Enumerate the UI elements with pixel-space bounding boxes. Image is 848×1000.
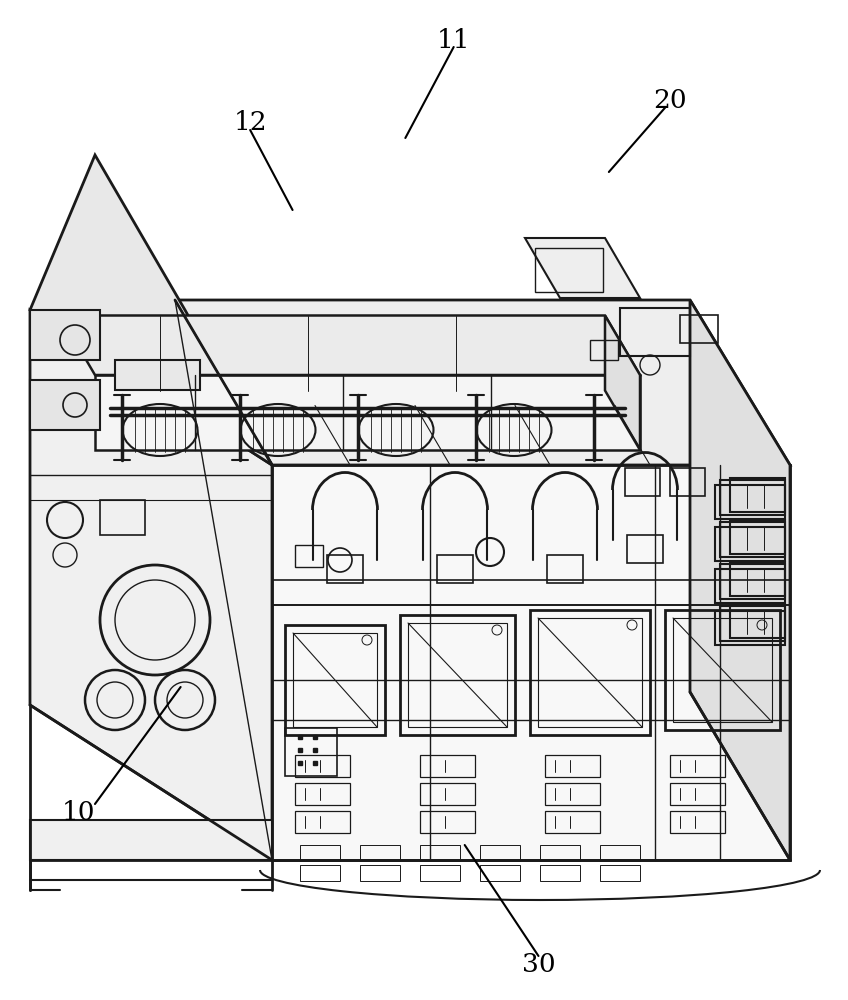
Text: 30: 30 xyxy=(522,952,555,978)
Bar xyxy=(300,865,340,881)
Bar xyxy=(420,755,475,777)
Polygon shape xyxy=(95,375,640,450)
Bar xyxy=(480,865,520,881)
Bar xyxy=(437,555,473,583)
Bar xyxy=(295,783,350,805)
Bar xyxy=(720,606,785,641)
Text: 12: 12 xyxy=(233,109,267,134)
Polygon shape xyxy=(175,300,790,465)
Bar xyxy=(590,340,618,360)
Bar xyxy=(720,564,785,599)
Bar xyxy=(730,478,785,512)
Bar xyxy=(100,500,145,535)
Polygon shape xyxy=(605,316,640,450)
Bar xyxy=(540,865,580,881)
Polygon shape xyxy=(272,465,790,860)
Bar xyxy=(545,755,600,777)
Polygon shape xyxy=(690,300,790,860)
Bar xyxy=(627,535,663,563)
Bar xyxy=(720,480,785,515)
Bar xyxy=(545,811,600,833)
Bar xyxy=(360,845,400,861)
Bar xyxy=(420,865,460,881)
Bar xyxy=(545,783,600,805)
Bar xyxy=(420,811,475,833)
Bar xyxy=(670,468,705,496)
Bar xyxy=(538,618,642,727)
Polygon shape xyxy=(30,310,272,860)
Bar xyxy=(285,728,337,776)
Bar xyxy=(673,618,772,722)
Bar xyxy=(600,865,640,881)
Bar xyxy=(420,845,460,861)
Polygon shape xyxy=(30,380,100,430)
Text: 10: 10 xyxy=(61,800,95,824)
Bar xyxy=(327,555,363,583)
Polygon shape xyxy=(60,316,640,375)
Bar xyxy=(715,611,785,645)
Bar xyxy=(720,522,785,557)
Bar xyxy=(547,555,583,583)
Bar xyxy=(530,610,650,735)
Bar xyxy=(715,569,785,603)
Polygon shape xyxy=(30,310,100,360)
Text: 20: 20 xyxy=(653,88,687,112)
Bar xyxy=(480,845,520,861)
Bar xyxy=(670,811,725,833)
Polygon shape xyxy=(30,820,272,860)
Bar xyxy=(408,623,507,727)
Bar xyxy=(600,845,640,861)
Bar xyxy=(670,783,725,805)
Bar xyxy=(400,615,515,735)
Bar xyxy=(295,755,350,777)
Text: 11: 11 xyxy=(437,27,471,52)
Polygon shape xyxy=(30,155,272,465)
Bar xyxy=(665,610,780,730)
Bar xyxy=(300,845,340,861)
Bar xyxy=(715,485,785,519)
Bar xyxy=(625,468,660,496)
Bar xyxy=(730,520,785,554)
Bar xyxy=(620,308,690,356)
Bar xyxy=(285,625,385,735)
Polygon shape xyxy=(525,238,640,298)
Polygon shape xyxy=(115,360,200,390)
Bar xyxy=(295,811,350,833)
Bar xyxy=(540,845,580,861)
Bar xyxy=(730,562,785,596)
Bar xyxy=(293,633,377,727)
Bar xyxy=(420,783,475,805)
Bar xyxy=(295,545,323,567)
Bar xyxy=(680,315,718,343)
Bar xyxy=(670,755,725,777)
Bar xyxy=(535,248,603,292)
Bar xyxy=(730,604,785,638)
Bar xyxy=(360,865,400,881)
Bar xyxy=(715,527,785,561)
